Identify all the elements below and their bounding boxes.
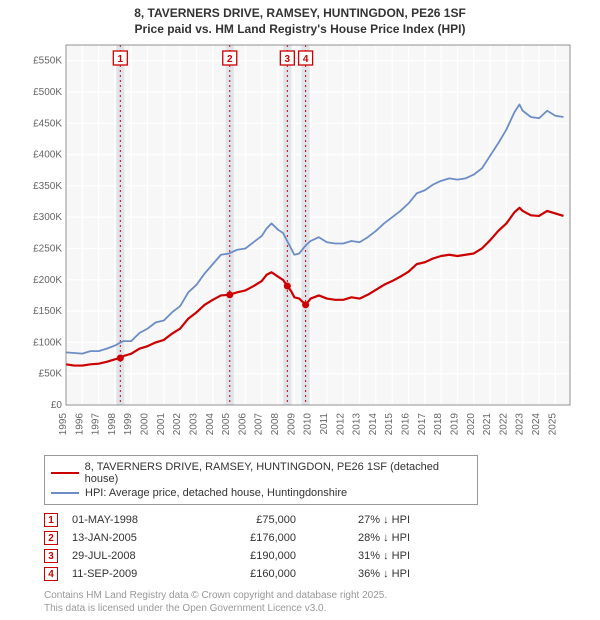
x-axis-label: 2011 <box>319 413 330 435</box>
x-axis-label: 2004 <box>205 413 216 436</box>
sale-row: 4 11-SEP-2009 £160,000 36% ↓ HPI <box>44 565 600 583</box>
sale-marker-icon: 1 <box>44 513 58 527</box>
chart-title: 8, TAVERNERS DRIVE, RAMSEY, HUNTINGDON, … <box>0 0 600 39</box>
x-axis-label: 1998 <box>107 413 118 436</box>
sale-delta: 28% ↓ HPI <box>310 532 410 544</box>
x-axis-label: 2018 <box>433 413 444 436</box>
sale-marker-number: 3 <box>285 54 291 65</box>
x-axis-label: 2000 <box>140 413 151 436</box>
x-axis-label: 1995 <box>58 413 69 436</box>
sale-delta: 27% ↓ HPI <box>310 514 410 526</box>
y-axis-label: £250K <box>33 244 62 255</box>
footer-line1: Contains HM Land Registry data © Crown c… <box>44 589 600 602</box>
legend-label-price-paid: 8, TAVERNERS DRIVE, RAMSEY, HUNTINGDON, … <box>85 461 471 485</box>
x-axis-label: 1999 <box>123 413 134 436</box>
x-axis-label: 2001 <box>156 413 167 436</box>
sale-marker-number: 4 <box>303 54 309 65</box>
sale-delta: 36% ↓ HPI <box>310 568 410 580</box>
footer-licence: Contains HM Land Registry data © Crown c… <box>44 589 600 615</box>
sale-row: 1 01-MAY-1998 £75,000 27% ↓ HPI <box>44 511 600 529</box>
x-axis-label: 2024 <box>531 413 542 436</box>
sale-date: 13-JAN-2005 <box>72 532 192 544</box>
y-axis-label: £350K <box>33 181 62 192</box>
x-axis-label: 2013 <box>352 413 363 436</box>
x-axis-label: 2003 <box>188 413 199 436</box>
x-axis-label: 2020 <box>466 413 477 436</box>
y-axis-label: £450K <box>33 118 62 129</box>
x-axis-label: 2014 <box>368 413 379 436</box>
sale-price: £190,000 <box>206 550 296 562</box>
x-axis-label: 2022 <box>498 413 509 436</box>
title-line1: 8, TAVERNERS DRIVE, RAMSEY, HUNTINGDON, … <box>4 6 596 22</box>
sales-table: 1 01-MAY-1998 £75,000 27% ↓ HPI 2 13-JAN-2005… <box>44 511 600 583</box>
sale-marker-icon: 2 <box>44 531 58 545</box>
x-axis-label: 2009 <box>286 413 297 436</box>
x-axis-label: 2006 <box>237 413 248 436</box>
y-axis-label: £100K <box>33 338 62 349</box>
x-axis-label: 2016 <box>401 413 412 436</box>
sale-row: 3 29-JUL-2008 £190,000 31% ↓ HPI <box>44 547 600 565</box>
x-axis-label: 2010 <box>303 413 314 436</box>
x-axis-label: 2008 <box>270 413 281 436</box>
chart-area: £0 £50K £100K £150K £200K £250K £300K £350K £400… <box>22 39 578 449</box>
y-axis-label: £200K <box>33 275 62 286</box>
x-axis-label: 2025 <box>547 413 558 436</box>
sale-date: 11-SEP-2009 <box>72 568 192 580</box>
x-axis-label: 2015 <box>384 413 395 436</box>
sale-delta: 31% ↓ HPI <box>310 550 410 562</box>
x-axis-label: 2023 <box>515 413 526 436</box>
y-axis-label: £500K <box>33 87 62 98</box>
x-axis-label: 1996 <box>74 413 85 436</box>
x-axis-label: 2005 <box>221 413 232 436</box>
sale-marker-icon: 4 <box>44 567 58 581</box>
legend-label-hpi: HPI: Average price, detached house, Hunt… <box>85 487 347 499</box>
x-axis-label: 1997 <box>91 413 102 436</box>
x-axis-label: 2017 <box>417 413 428 436</box>
sale-marker-number: 2 <box>227 54 233 65</box>
sale-date: 01-MAY-1998 <box>72 514 192 526</box>
y-axis-label: £150K <box>33 306 62 317</box>
sale-price: £75,000 <box>206 514 296 526</box>
sale-date: 29-JUL-2008 <box>72 550 192 562</box>
y-axis-label: £550K <box>33 56 62 67</box>
legend-item-hpi: HPI: Average price, detached house, Hunt… <box>51 486 471 500</box>
sale-marker-icon: 3 <box>44 549 58 563</box>
x-axis-label: 2019 <box>449 413 460 436</box>
sale-price: £176,000 <box>206 532 296 544</box>
x-axis-label: 2021 <box>482 413 493 436</box>
x-axis-label: 2007 <box>254 413 265 436</box>
sale-marker-number: 1 <box>118 54 124 65</box>
y-axis-label: £400K <box>33 150 62 161</box>
sale-row: 2 13-JAN-2005 £176,000 28% ↓ HPI <box>44 529 600 547</box>
line-chart: £0 £50K £100K £150K £200K £250K £300K £350K £400… <box>22 39 578 449</box>
sale-price: £160,000 <box>206 568 296 580</box>
legend-swatch-hpi <box>51 492 79 494</box>
title-line2: Price paid vs. HM Land Registry's House … <box>4 22 596 38</box>
x-axis-label: 2002 <box>172 413 183 436</box>
y-axis-label: £0 <box>51 400 63 411</box>
legend-item-price-paid: 8, TAVERNERS DRIVE, RAMSEY, HUNTINGDON, … <box>51 460 471 486</box>
legend-swatch-price-paid <box>51 472 79 474</box>
legend: 8, TAVERNERS DRIVE, RAMSEY, HUNTINGDON, … <box>44 455 478 505</box>
y-axis-label: £300K <box>33 212 62 223</box>
x-axis-label: 2012 <box>335 413 346 436</box>
y-axis-label: £50K <box>39 369 63 380</box>
footer-line2: This data is licensed under the Open Gov… <box>44 602 600 615</box>
